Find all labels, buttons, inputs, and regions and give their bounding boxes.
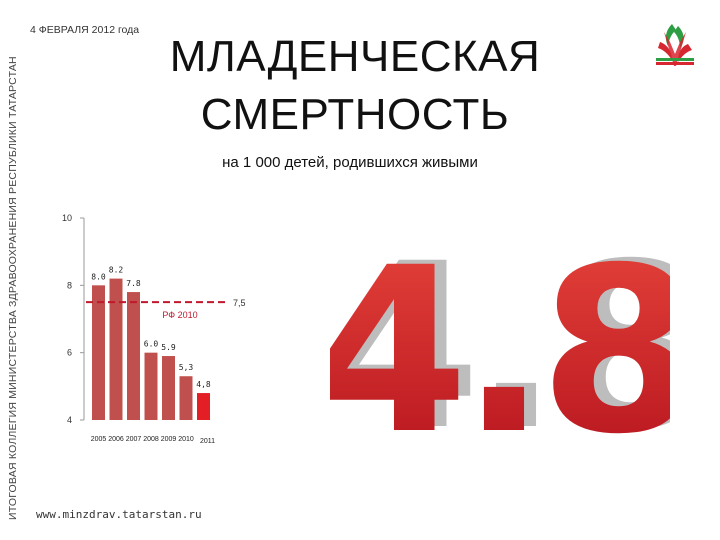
title-line-1: МЛАДЕНЧЕСКАЯ [169,32,541,81]
reference-value-label: 7,5 [233,298,246,308]
website-link[interactable]: www.minzdrav.tatarstan.ru [36,508,202,521]
bar-value-label: 5,3 [179,363,194,372]
highlight-value: 4.8 4.8 [330,230,670,440]
bar-value-label: 8.0 [91,272,106,281]
page-title: МЛАДЕНЧЕСКАЯ СМЕРТНОСТЬ [130,28,580,144]
event-date: 4 ФЕВРАЛЯ 2012 года [30,24,140,36]
y-tick-label: 4 [67,415,72,425]
bar-2007 [127,292,140,420]
x-tick-label: 2005 [91,436,107,443]
x-tick-label: 2010 [178,436,194,443]
bar-2008 [144,352,158,420]
x-tick-label: 2009 [161,436,177,443]
x-tick-label: 2007 [126,436,142,443]
ministry-logo-icon [656,24,694,66]
page-subtitle: на 1 000 детей, родившихся живыми [222,154,478,171]
bar-value-label: 7.8 [126,279,141,288]
bar-2010 [179,376,193,420]
bar-2011 [197,393,210,420]
reference-name-label: РФ 2010 [162,310,197,320]
x-tick-label: 2011 [200,438,215,445]
bar-2009 [162,356,175,420]
title-line-2: СМЕРТНОСТЬ [200,90,510,139]
bar-2005 [92,285,105,420]
y-tick-label: 8 [67,280,72,290]
bar-value-label: 6.0 [144,340,159,349]
highlight-value-shadow: 4.8 [330,230,670,440]
highlight-value-text: 4.8 [330,230,670,440]
bar-value-label: 8.2 [109,266,124,275]
bar-2006 [109,278,123,420]
y-tick-label: 6 [67,348,72,358]
bar-value-label: 5.9 [161,343,176,352]
y-tick-label: 10 [62,213,72,223]
x-tick-label: 2008 [143,436,159,443]
x-tick-label: 2006 [108,436,124,443]
bar-value-label: 4,8 [196,380,211,389]
